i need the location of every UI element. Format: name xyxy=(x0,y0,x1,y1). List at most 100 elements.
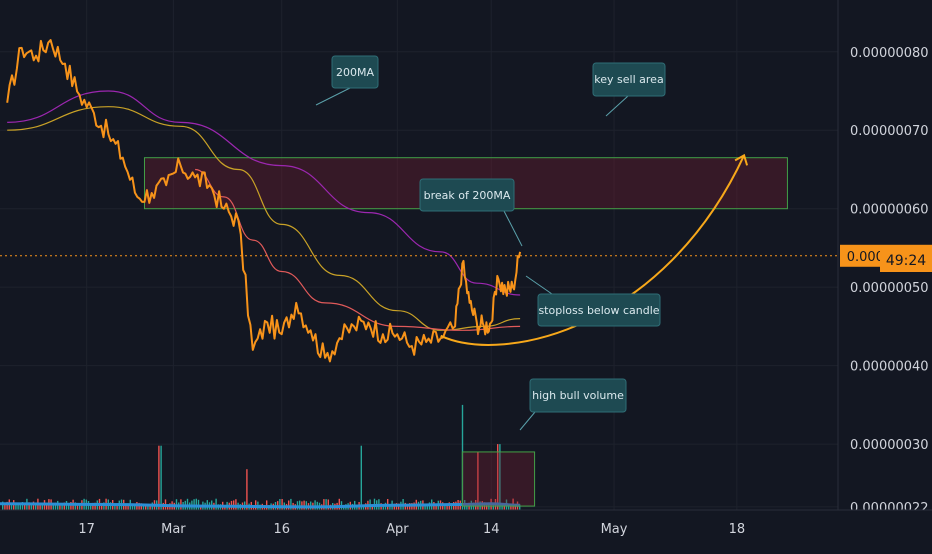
callout-break-200ma-text: break of 200MA xyxy=(424,189,511,202)
time-tick-label: 14 xyxy=(483,522,500,537)
price-tick-label: 0.00000050 xyxy=(850,281,929,296)
volume-bar xyxy=(235,499,237,510)
callout-stoploss: stoploss below candle xyxy=(525,275,661,327)
volume-bar xyxy=(147,504,149,510)
volume-bar xyxy=(39,503,41,510)
volume-bar xyxy=(15,504,17,510)
volume-bar xyxy=(424,503,426,510)
volume-bar xyxy=(21,502,24,510)
countdown-tag: 49:24 xyxy=(880,247,932,272)
volume-bar xyxy=(24,505,26,510)
volume-bar xyxy=(382,504,384,510)
volume-bar xyxy=(450,503,453,510)
volume-bar xyxy=(30,504,32,510)
volume-bar xyxy=(362,504,365,510)
time-axis-bg xyxy=(0,510,932,550)
volume-bar xyxy=(138,502,140,510)
volume-bar xyxy=(76,503,79,510)
volume-bar xyxy=(186,498,189,510)
volume-bar xyxy=(94,502,96,510)
volume-bar xyxy=(514,505,516,510)
time-axis-ticks: 17 Mar 16 Apr 14 May 18 xyxy=(78,522,745,537)
price-tick-label: 0.00000070 xyxy=(850,124,929,139)
callout-key-sell-area-text: key sell area xyxy=(594,73,663,86)
volume-bar xyxy=(288,500,290,510)
volume-bar xyxy=(499,444,501,510)
volume-bar xyxy=(314,500,316,510)
volume-bar xyxy=(140,503,142,510)
volume-bar xyxy=(149,504,151,510)
volume-bar xyxy=(466,503,468,510)
volume-bar xyxy=(28,502,30,510)
callout-high-bull-volume: high bull volume xyxy=(519,378,627,431)
volume-bar xyxy=(79,504,81,510)
volume-bar xyxy=(32,501,35,510)
volume-bar xyxy=(477,451,479,510)
callout-stoploss-text: stoploss below candle xyxy=(538,304,659,317)
volume-bar xyxy=(54,502,57,510)
volume-bar xyxy=(442,502,444,510)
volume-bar xyxy=(508,505,510,510)
volume-bar xyxy=(145,505,147,510)
volume-ma-line xyxy=(0,502,521,509)
volume-bar xyxy=(160,445,162,510)
volume-bar xyxy=(281,499,283,510)
volume-bar xyxy=(92,502,94,510)
volume-bar xyxy=(501,504,503,510)
volume-bar xyxy=(46,503,48,510)
volume-bar xyxy=(6,501,8,510)
volume-bar xyxy=(90,505,92,510)
volume-bar xyxy=(52,503,54,510)
volume-bar xyxy=(61,504,63,510)
volume-bar xyxy=(444,504,446,510)
volume-bar xyxy=(492,503,494,510)
volume-bar xyxy=(327,499,329,510)
ma200-line xyxy=(7,90,521,296)
volume-bar xyxy=(398,503,400,510)
volume-bar xyxy=(59,503,61,510)
volume-bar xyxy=(323,499,325,510)
volume-bar xyxy=(519,504,521,510)
time-tick-label: May xyxy=(601,522,628,537)
volume-bar xyxy=(101,502,103,510)
volume-bar xyxy=(406,504,409,510)
volume-bar xyxy=(70,502,72,510)
callout-key-sell-area: key sell area xyxy=(592,62,666,117)
volume-bar xyxy=(41,503,43,510)
volume-bar xyxy=(2,501,4,510)
volume-bar xyxy=(127,505,129,510)
volume-bar xyxy=(448,502,450,510)
volume-bar xyxy=(17,503,19,510)
volume-bar xyxy=(510,504,512,510)
volume-bar xyxy=(114,503,116,510)
time-tick-label: 18 xyxy=(729,522,746,537)
volume-bar xyxy=(503,505,505,510)
price-tick-label: 0.00000060 xyxy=(850,203,929,218)
price-line xyxy=(6,39,522,363)
volume-bar xyxy=(215,498,217,510)
volume-bar xyxy=(446,503,448,510)
price-tick-label: 0.00000030 xyxy=(850,438,929,453)
volume-bar xyxy=(371,505,373,510)
volume-bar xyxy=(389,504,391,510)
countdown-value: 49:24 xyxy=(886,253,926,269)
volume-bar xyxy=(497,444,499,510)
volume-bar xyxy=(35,503,37,510)
volume-bar xyxy=(109,502,112,510)
callout-200ma: 200MA xyxy=(315,55,379,106)
volume-bar xyxy=(393,503,395,510)
volume-bar xyxy=(246,469,248,510)
volume-bar xyxy=(299,500,301,510)
volume-bar xyxy=(435,503,437,510)
callout-high-bull-volume-text: high bull volume xyxy=(532,389,624,402)
high-volume-zone xyxy=(461,451,536,507)
callout-break-200ma: break of 200MA xyxy=(419,178,523,247)
volume-bar xyxy=(63,502,65,510)
price-tick-label: 0.00000080 xyxy=(850,46,929,61)
time-tick-label: 16 xyxy=(273,522,290,537)
volume-bar xyxy=(360,445,362,510)
volume-bar xyxy=(488,503,490,510)
volume-bar xyxy=(68,503,70,510)
